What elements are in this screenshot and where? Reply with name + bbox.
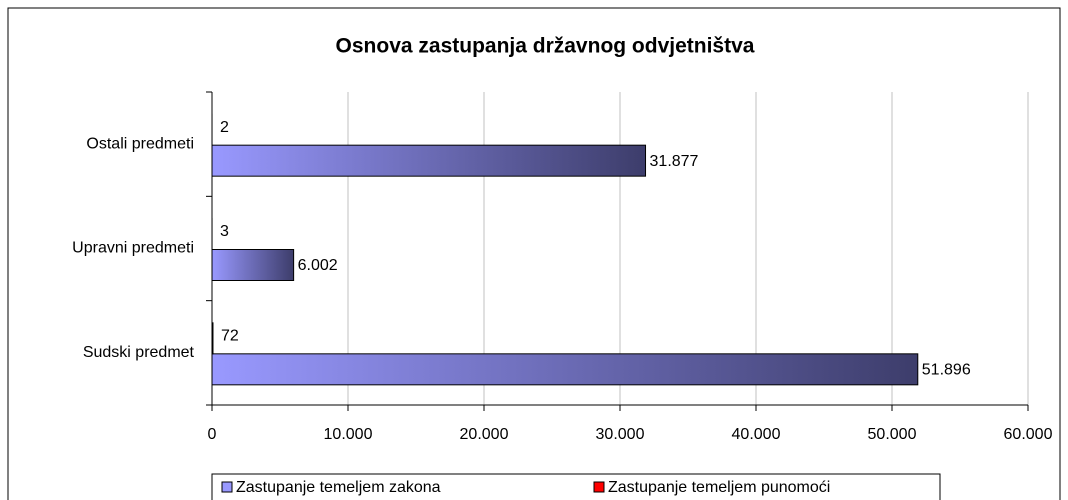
bar [211, 322, 214, 355]
x-tick-label: 0 [208, 426, 217, 443]
data-label: 72 [221, 328, 239, 345]
x-tick-label: 60.000 [1004, 426, 1053, 443]
legend-label: Zastupanje temeljem punomoći [608, 479, 830, 496]
chart-title: Osnova zastupanja državnog odvjetništva [336, 35, 755, 58]
y-tick-label: Sudski predmet [83, 344, 195, 361]
x-tick-label: 40.000 [732, 426, 781, 443]
legend-swatch [593, 481, 605, 493]
bar [211, 249, 295, 281]
bar [211, 144, 647, 177]
x-tick-label: 20.000 [460, 426, 509, 443]
legend-box [211, 473, 941, 500]
bar [211, 353, 919, 386]
data-label: 51.896 [922, 362, 971, 379]
x-tick-label: 10.000 [324, 426, 373, 443]
chart-frame [7, 7, 1061, 500]
legend-label: Zastupanje temeljem zakona [236, 479, 441, 496]
legend-swatch [221, 481, 233, 493]
data-label: 3 [220, 223, 229, 240]
y-tick-label: Upravni predmeti [72, 240, 194, 257]
data-label: 2 [220, 119, 229, 136]
data-label: 31.877 [650, 153, 699, 170]
data-label: 6.002 [298, 257, 338, 274]
x-tick-label: 50.000 [868, 426, 917, 443]
y-tick-label: Ostali predmeti [86, 135, 194, 152]
x-tick-label: 30.000 [596, 426, 645, 443]
